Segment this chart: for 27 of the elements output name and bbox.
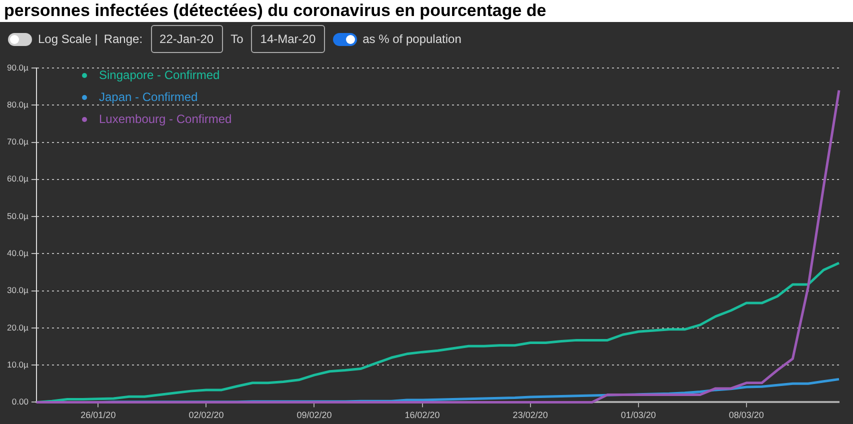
text: Log Scale | — [38, 32, 98, 46]
text: 22-Jan-20 — [150, 25, 223, 53]
y-tick-label: 60.0µ — [6, 174, 29, 184]
y-tick-label: 30.0µ — [6, 285, 29, 296]
x-tick-label: 09/02/20 — [296, 410, 332, 420]
y-tick-label: 50.0µ — [6, 210, 29, 221]
y-tick-label: 10.0µ — [6, 359, 29, 370]
x-tick-label: 01/03/20 — [620, 410, 656, 420]
legend-label: Japan - Confirmed — [99, 90, 198, 104]
y-tick-label: 70.0µ — [6, 136, 29, 147]
legend-label: Singapore - Confirmed — [99, 68, 220, 82]
y-tick-label: 0.00 — [12, 396, 29, 407]
text: To — [230, 32, 244, 46]
x-tick-label: 08/03/20 — [728, 410, 764, 420]
text: as % of population — [362, 32, 462, 46]
legend-label: Luxembourg - Confirmed — [99, 112, 232, 126]
y-tick-label: 80.0µ — [6, 99, 29, 110]
y-tick-label: 90.0µ — [6, 62, 29, 72]
x-tick-label: 26/01/20 — [80, 410, 116, 420]
chart-title: personnes infectées (détectées) du coronavirus en pourcentage de — [0, 0, 853, 22]
x-tick-label: 02/02/20 — [188, 410, 224, 420]
text: Range: — [104, 32, 143, 46]
y-tick-label: 20.0µ — [6, 322, 29, 332]
x-tick-label: 23/02/20 — [512, 410, 548, 420]
text: 14-Mar-20 — [251, 25, 325, 53]
y-tick-label: 40.0µ — [6, 248, 29, 258]
x-tick-label: 16/02/20 — [404, 410, 440, 420]
